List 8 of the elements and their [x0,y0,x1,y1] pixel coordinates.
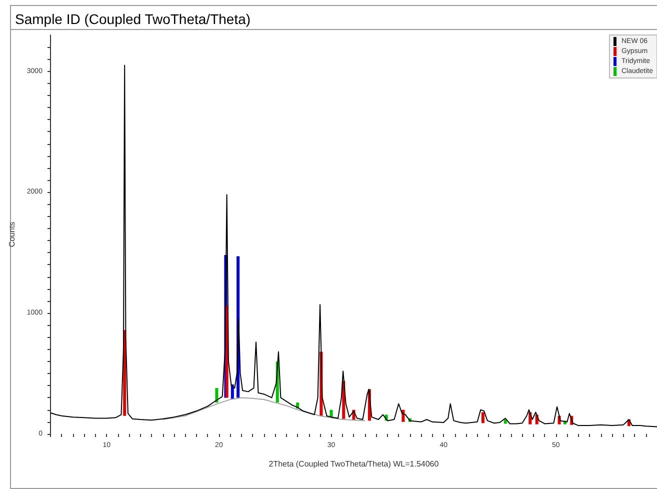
line-series [50,64,657,428]
line-series [162,397,366,422]
bar [215,388,218,403]
bar [330,410,333,418]
bar [481,412,484,424]
y-axis-title: Counts [8,222,16,248]
chart-title: Sample ID (Coupled TwoTheta/Theta) [11,6,657,30]
x-axis-title: 2Theta (Coupled TwoTheta/Theta) WL=1.54060 [268,460,440,468]
